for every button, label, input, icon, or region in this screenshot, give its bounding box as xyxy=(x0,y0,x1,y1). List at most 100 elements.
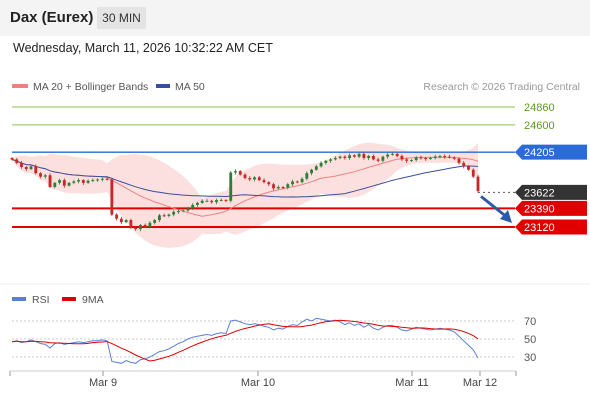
candle-body xyxy=(77,180,80,182)
candle-body xyxy=(205,200,209,202)
candle-body xyxy=(105,178,109,180)
candle-body xyxy=(467,166,470,170)
candle-body xyxy=(253,177,256,180)
timestamp: Wednesday, March 11, 2026 10:32:22 AM CE… xyxy=(13,41,273,55)
trend-arrow xyxy=(480,195,512,223)
price-level-label: 24205 xyxy=(524,147,555,159)
candle-body xyxy=(177,211,180,213)
x-axis: Mar 9 Mar 10 Mar 11 Mar 12 xyxy=(9,370,517,389)
candle-body xyxy=(476,176,480,192)
candle-body xyxy=(234,171,237,173)
candle-body xyxy=(67,182,71,186)
candle-body xyxy=(257,177,261,181)
candle-body xyxy=(134,227,138,230)
ma9-legend-label: 9MA xyxy=(82,294,104,306)
candle-body xyxy=(329,159,333,161)
price-level-tag xyxy=(515,144,587,160)
candle-body xyxy=(281,187,285,188)
candle-body xyxy=(462,162,466,167)
candle-body xyxy=(424,158,428,160)
price-levels: 24860 24600 24205 23622 23390 23120 xyxy=(12,102,587,235)
price-level-label: 24600 xyxy=(524,120,555,132)
ma50-line xyxy=(11,158,479,198)
candle-body xyxy=(348,155,352,159)
candle-body xyxy=(286,184,290,188)
candle-body xyxy=(338,156,342,159)
candle-body xyxy=(43,175,47,177)
ma9-legend-swatch xyxy=(62,297,76,301)
candle-body xyxy=(119,218,123,223)
candle-body xyxy=(324,160,328,163)
candle-body xyxy=(143,224,147,227)
candle-body xyxy=(414,157,418,161)
x-axis-label: Mar 11 xyxy=(395,377,428,389)
trend-arrow-head xyxy=(500,210,512,223)
candle-body xyxy=(215,200,218,203)
candle-body xyxy=(243,174,247,179)
candle-body xyxy=(191,204,195,209)
candle-body xyxy=(181,210,185,212)
ma50-legend-label: MA 50 xyxy=(175,81,205,93)
rsi-legend-label: RSI xyxy=(32,294,50,306)
candle-body xyxy=(115,214,119,219)
candle-body xyxy=(300,178,304,183)
candle-body xyxy=(58,180,61,183)
candle-body xyxy=(29,166,33,170)
x-axis-label: Mar 9 xyxy=(89,377,117,389)
candle-body xyxy=(405,159,409,161)
price-level-label: 24860 xyxy=(524,102,555,114)
candle-body xyxy=(200,200,204,203)
candle-body xyxy=(357,153,361,157)
candle-body xyxy=(367,155,371,159)
candle-body xyxy=(276,187,280,189)
candle-body xyxy=(452,157,456,159)
candle-body xyxy=(429,158,432,160)
candle-body xyxy=(148,222,152,227)
candle-body xyxy=(343,156,347,159)
candle-body xyxy=(210,200,214,203)
candle-body xyxy=(10,158,14,160)
x-axis-label: Mar 12 xyxy=(463,377,497,389)
candle-body xyxy=(272,184,275,189)
candle-body xyxy=(81,180,85,183)
candle-body xyxy=(333,158,337,160)
ma20-legend-swatch xyxy=(12,84,28,88)
candle-body xyxy=(238,171,242,175)
candle-body xyxy=(157,215,161,221)
rsi-tick-label: 70 xyxy=(524,316,536,328)
trend-arrow-shaft xyxy=(480,195,509,220)
candle-body xyxy=(129,220,133,228)
candle-body xyxy=(419,157,423,159)
candle-body xyxy=(310,169,313,174)
candle-body xyxy=(96,179,100,181)
candle-body xyxy=(314,166,318,170)
timeframe-button[interactable]: 30 MIN xyxy=(97,7,146,29)
candle-body xyxy=(39,173,42,177)
candle-body xyxy=(172,211,176,215)
price-level-label: 23390 xyxy=(524,203,555,215)
rsi-tick-label: 50 xyxy=(524,334,536,346)
candle-body xyxy=(48,175,52,187)
candle-body xyxy=(153,220,157,223)
candle-body xyxy=(400,155,404,160)
candle-body xyxy=(443,155,447,157)
rsi-pane: 70 50 30 xyxy=(11,316,536,364)
rsi-legend-swatch xyxy=(12,297,26,301)
candle-body xyxy=(386,154,390,157)
candle-body xyxy=(229,172,233,201)
candle-body xyxy=(224,200,228,202)
candle-body xyxy=(62,180,66,186)
ma50-legend-swatch xyxy=(156,84,170,88)
candle-body xyxy=(124,220,128,223)
candle-body xyxy=(91,180,95,182)
candle-body xyxy=(395,153,399,156)
candle-body xyxy=(390,153,394,155)
candlesticks xyxy=(10,152,480,232)
candle-body xyxy=(186,208,190,211)
copyright-text: Research © 2026 Trading Central xyxy=(423,81,580,93)
candle-body xyxy=(34,166,38,174)
candle-body xyxy=(110,179,114,215)
candle-body xyxy=(362,153,366,159)
candle-body xyxy=(305,173,309,179)
candle-body xyxy=(162,215,166,217)
